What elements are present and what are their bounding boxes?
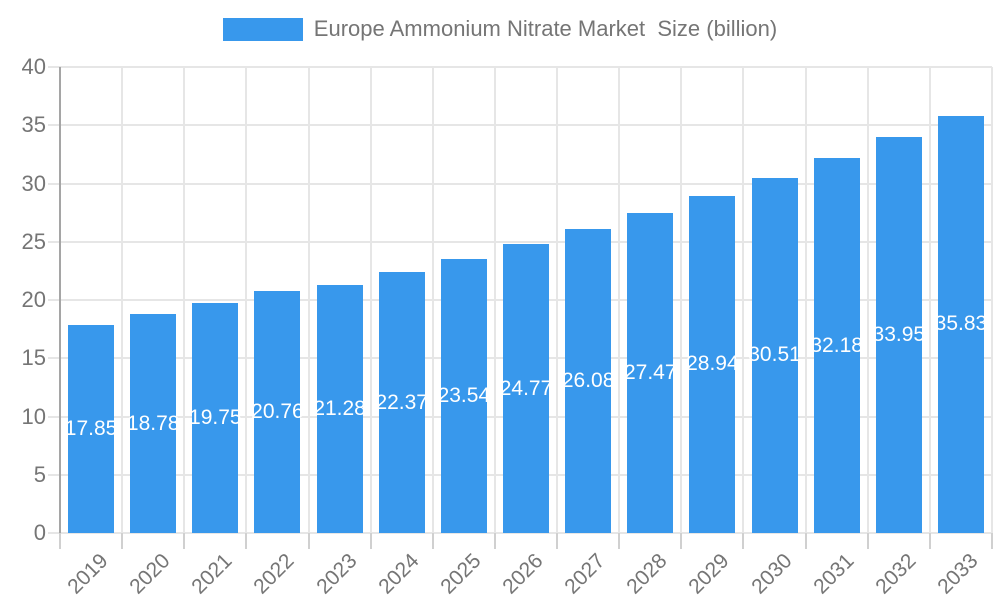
x-axis-tick-label: 2029: [684, 549, 734, 599]
bar[interactable]: [378, 272, 425, 533]
x-gridline: [369, 67, 372, 533]
bar[interactable]: [751, 177, 798, 533]
bar[interactable]: [68, 325, 115, 533]
y-axis-line: [59, 67, 61, 533]
bar[interactable]: [503, 244, 549, 533]
bar[interactable]: [689, 195, 736, 533]
y-axis-tick-label: 15: [21, 345, 46, 371]
x-gridline: [245, 67, 248, 533]
x-axis-tick: [59, 533, 61, 549]
x-axis-tick-label: 2021: [187, 549, 237, 599]
bar[interactable]: [192, 302, 239, 533]
bar[interactable]: [254, 291, 301, 533]
x-axis-tick: [369, 533, 372, 549]
x-axis-tick: [804, 533, 807, 549]
x-axis-tick-label: 2030: [746, 549, 797, 599]
bar[interactable]: [440, 258, 487, 533]
y-gridline: [48, 532, 992, 534]
x-axis-tick-label: 2032: [871, 549, 921, 599]
x-axis-tick-label: 2024: [373, 549, 424, 599]
x-gridline: [183, 67, 186, 533]
bar[interactable]: [130, 314, 177, 533]
x-gridline: [928, 67, 931, 533]
x-gridline: [991, 67, 993, 533]
x-axis-tick: [866, 533, 869, 549]
y-gridline: [48, 182, 992, 185]
x-axis-tick: [991, 533, 993, 549]
bar[interactable]: [875, 137, 922, 533]
legend-label: Europe Ammonium Nitrate Market Size (bil…: [313, 16, 778, 41]
x-axis-tick-label: 2031: [808, 549, 859, 599]
bar[interactable]: [316, 285, 363, 533]
x-axis-tick: [928, 533, 931, 549]
x-axis-tick: [121, 533, 124, 549]
y-gridline: [48, 240, 992, 243]
x-axis-tick-label: 2026: [498, 549, 548, 599]
x-axis-tick: [493, 533, 496, 549]
x-axis-tick: [618, 533, 621, 549]
x-gridline: [742, 67, 745, 533]
y-axis-tick-label: 35: [21, 112, 46, 138]
x-axis-tick-label: 2025: [436, 549, 486, 599]
x-gridline: [804, 67, 807, 533]
x-gridline: [431, 67, 434, 533]
x-axis-tick: [307, 533, 310, 549]
legend-swatch: [222, 17, 303, 41]
x-axis-tick: [680, 533, 683, 549]
x-axis-tick-label: 2022: [249, 549, 300, 599]
x-gridline: [493, 67, 496, 533]
x-axis-tick-label: 2027: [560, 549, 610, 599]
y-axis-tick-label: 25: [21, 228, 46, 254]
y-axis-tick-label: 30: [21, 170, 46, 196]
x-axis-tick: [431, 533, 434, 549]
y-axis-tick-label: 0: [33, 520, 46, 545]
x-axis-tick-label: 2033: [933, 549, 983, 599]
y-axis-tick-label: 20: [21, 287, 46, 312]
x-axis-tick: [183, 533, 186, 549]
x-gridline: [307, 67, 310, 533]
y-axis-tick-label: 5: [33, 461, 46, 487]
bar[interactable]: [813, 158, 860, 533]
y-axis-tick-label: 40: [21, 54, 46, 79]
y-gridline: [48, 66, 992, 68]
x-gridline: [618, 67, 621, 533]
bar[interactable]: [937, 115, 984, 533]
bar[interactable]: [565, 229, 612, 533]
x-gridline: [680, 67, 683, 533]
x-axis-tick-label: 2028: [622, 549, 672, 599]
x-gridline: [121, 67, 124, 533]
x-axis-tick-label: 2020: [125, 549, 175, 599]
x-axis-tick: [556, 533, 559, 549]
y-gridline: [48, 124, 992, 127]
x-axis-tick-label: 2023: [311, 549, 362, 599]
x-gridline: [556, 67, 559, 533]
x-axis-tick: [742, 533, 745, 549]
x-axis-tick-label: 2019: [63, 549, 113, 599]
y-axis-tick-label: 10: [21, 403, 46, 429]
bar[interactable]: [627, 212, 674, 533]
x-gridline: [866, 67, 869, 533]
x-axis-tick: [245, 533, 248, 549]
legend: Europe Ammonium Nitrate Market Size (bil…: [0, 16, 1000, 42]
